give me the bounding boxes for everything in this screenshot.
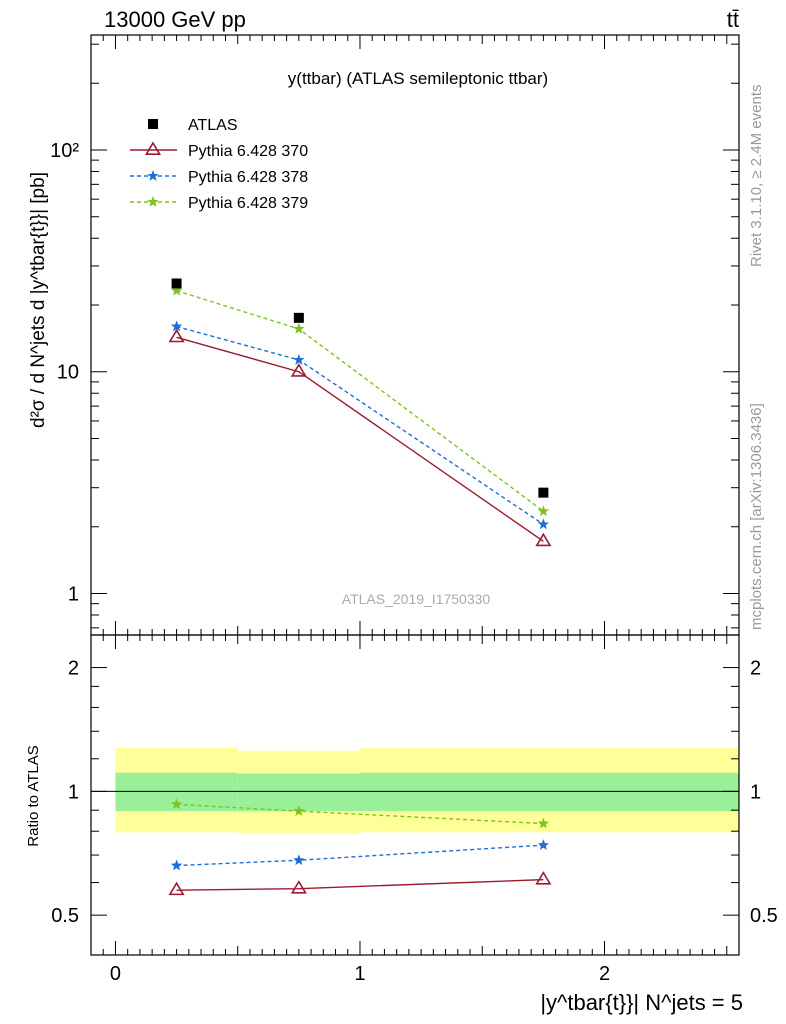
ratio-band-inner [359,772,739,812]
legend-marker [147,170,159,181]
ratio-panel: 0 1 2 0.5 0.5 1 1 2 2 [51,621,778,985]
legend-label-data: ATLAS [188,117,238,134]
x-tick-label: 2 [599,963,610,985]
legend-marker-data [148,119,158,129]
series-marker-main [168,328,185,343]
series-marker-ratio [537,817,550,829]
legend: ATLAS Pythia 6.428 370 Pythia 6.428 378 Pyt… [130,117,308,212]
y-tick-label-ratio-right: 2 [750,658,761,680]
series-line-main [176,290,544,512]
legend-label: Pythia 6.428 378 [188,169,308,186]
header-left: 13000 GeV pp [104,7,246,32]
series-marker-main [537,505,550,517]
mcplots-label: mcplots.cern.ch [arXiv:1306.3436] [748,403,765,630]
series-marker-ratio [168,881,185,896]
legend-marker [144,141,162,155]
legend-marker [147,196,159,207]
series-marker-ratio [535,871,552,885]
ratio-frame [90,634,740,956]
rivet-label: Rivet 3.1.10, ≥ 2.4M events [748,85,765,268]
series-marker-main [293,353,305,365]
ratio-band-inner [237,773,360,812]
y-tick-label-ratio-right: 1 [750,781,761,803]
series-marker-main [170,320,183,332]
series-line-main [176,336,544,542]
series-marker-main [537,518,550,530]
y-axis-label-ratio: Ratio to ATLAS [25,745,42,846]
y-tick-label-ratio: 1 [68,781,79,803]
header-right: tt̄ [727,7,739,32]
series-marker-main [290,363,307,377]
data-point [293,312,304,323]
legend-label: Pythia 6.428 370 [188,143,308,160]
series-marker-main [535,532,552,547]
chart-title: y(ttbar) (ATLAS semileptonic ttbar) [288,69,548,88]
y-tick-label-ratio-right: 0.5 [750,905,778,927]
y-tick-label-main: 10² [50,140,79,162]
x-tick-label: 0 [110,963,121,985]
x-axis-label: |y^tbar{t}}| N^jets = 5 [540,990,743,1015]
series-marker-ratio [290,880,307,894]
watermark: ATLAS_2019_I1750330 [342,591,491,607]
series-line-ratio [176,844,544,867]
y-tick-label-ratio: 2 [68,658,79,680]
y-tick-label-main: 10 [57,362,79,384]
series-line-ratio [176,878,544,891]
series-marker-ratio [293,854,305,866]
x-tick-label: 1 [354,963,365,985]
series-marker-ratio [293,805,305,817]
data-point [538,487,549,498]
series-marker-ratio [537,839,550,850]
series-marker-ratio [170,798,183,810]
legend-label: Pythia 6.428 379 [188,195,308,212]
series-marker-ratio [170,859,183,871]
data-point [171,278,182,289]
series-line-main [176,325,544,525]
y-tick-label-main: 1 [68,584,79,606]
y-axis-label-main: d²σ / d N^jets d |y^tbar{t}}| [pb] [28,172,49,428]
series-marker-main [170,284,183,296]
series-marker-main [293,322,305,334]
y-tick-label-ratio: 0.5 [51,905,79,927]
